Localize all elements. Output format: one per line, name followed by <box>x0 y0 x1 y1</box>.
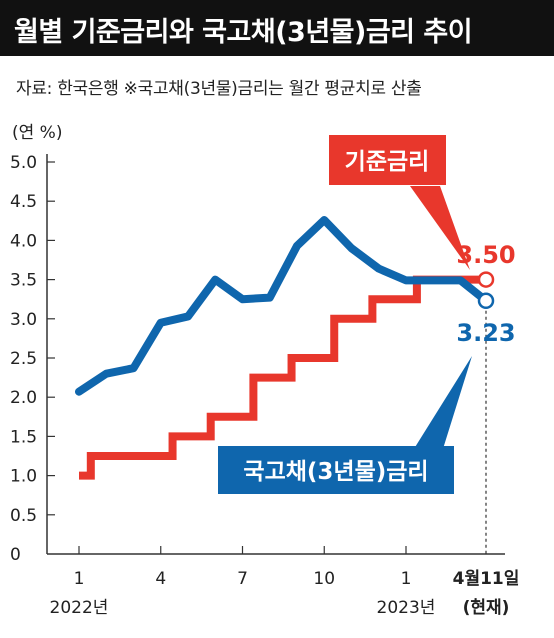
end-label-bond: 3.23 <box>456 319 515 347</box>
y-axis-labels: (연 %) 0 0.5 1.0 1.5 2.0 2.5 3.0 3.5 4.0 4.5 5.0 <box>10 123 62 565</box>
end-marker-base-rate <box>477 271 495 288</box>
y-tick-label: 4.5 <box>10 192 37 212</box>
series-lines <box>75 216 495 480</box>
series-line-bond <box>75 216 490 396</box>
legend-label-bond: 국고채(3년물)금리 <box>243 459 428 485</box>
x-tick-label: 1 <box>401 569 412 589</box>
x-sublabel-2022: 2022년 <box>50 598 109 618</box>
x-tick-label: 7 <box>237 569 248 589</box>
y-tick-label: 3.5 <box>10 271 37 291</box>
y-tick-label: 1.0 <box>10 467 37 487</box>
y-tick-label: 0 <box>10 545 21 565</box>
y-tick-label: 2.5 <box>10 349 37 369</box>
x-axis-labels: 1 4 7 10 1 4월11일 2022년 2023년 (현재) <box>50 569 520 618</box>
legend-pointer-bond <box>412 356 472 452</box>
chart-title: 월별 기준금리와 국고채(3년물)금리 추이 <box>14 17 473 48</box>
series-line-base-rate <box>79 275 486 480</box>
y-axis-unit: (연 %) <box>12 123 62 143</box>
legend-box-base-rate <box>329 135 446 185</box>
x-sublabel-current: (현재) <box>463 598 510 618</box>
y-tick-label: 4.0 <box>10 231 37 251</box>
x-tick-label: 4 <box>155 569 166 589</box>
x-tick-label-current: 4월11일 <box>453 569 520 589</box>
x-tick-label: 10 <box>313 569 335 589</box>
legend-box-bond <box>218 446 454 494</box>
legend-pointer-base-rate <box>410 186 470 270</box>
x-sublabel-2023: 2023년 <box>377 598 436 618</box>
source-note: 자료: 한국은행 ※국고채(3년물)금리는 월간 평균치로 산출 <box>16 79 422 99</box>
title-bar: 월별 기준금리와 국고채(3년물)금리 추이 <box>0 0 554 56</box>
y-tick-label: 3.0 <box>10 310 37 330</box>
end-label-base-rate: 3.50 <box>456 241 515 269</box>
y-tick-label: 0.5 <box>10 506 37 526</box>
legend-label-base-rate: 기준금리 <box>345 149 430 175</box>
y-tick-label: 2.0 <box>10 388 37 408</box>
y-tick-label: 5.0 <box>10 153 37 173</box>
y-tick-label: 1.5 <box>10 427 37 447</box>
x-tick-label: 1 <box>74 569 85 589</box>
axes <box>46 154 505 555</box>
end-marker-bond <box>477 292 495 310</box>
